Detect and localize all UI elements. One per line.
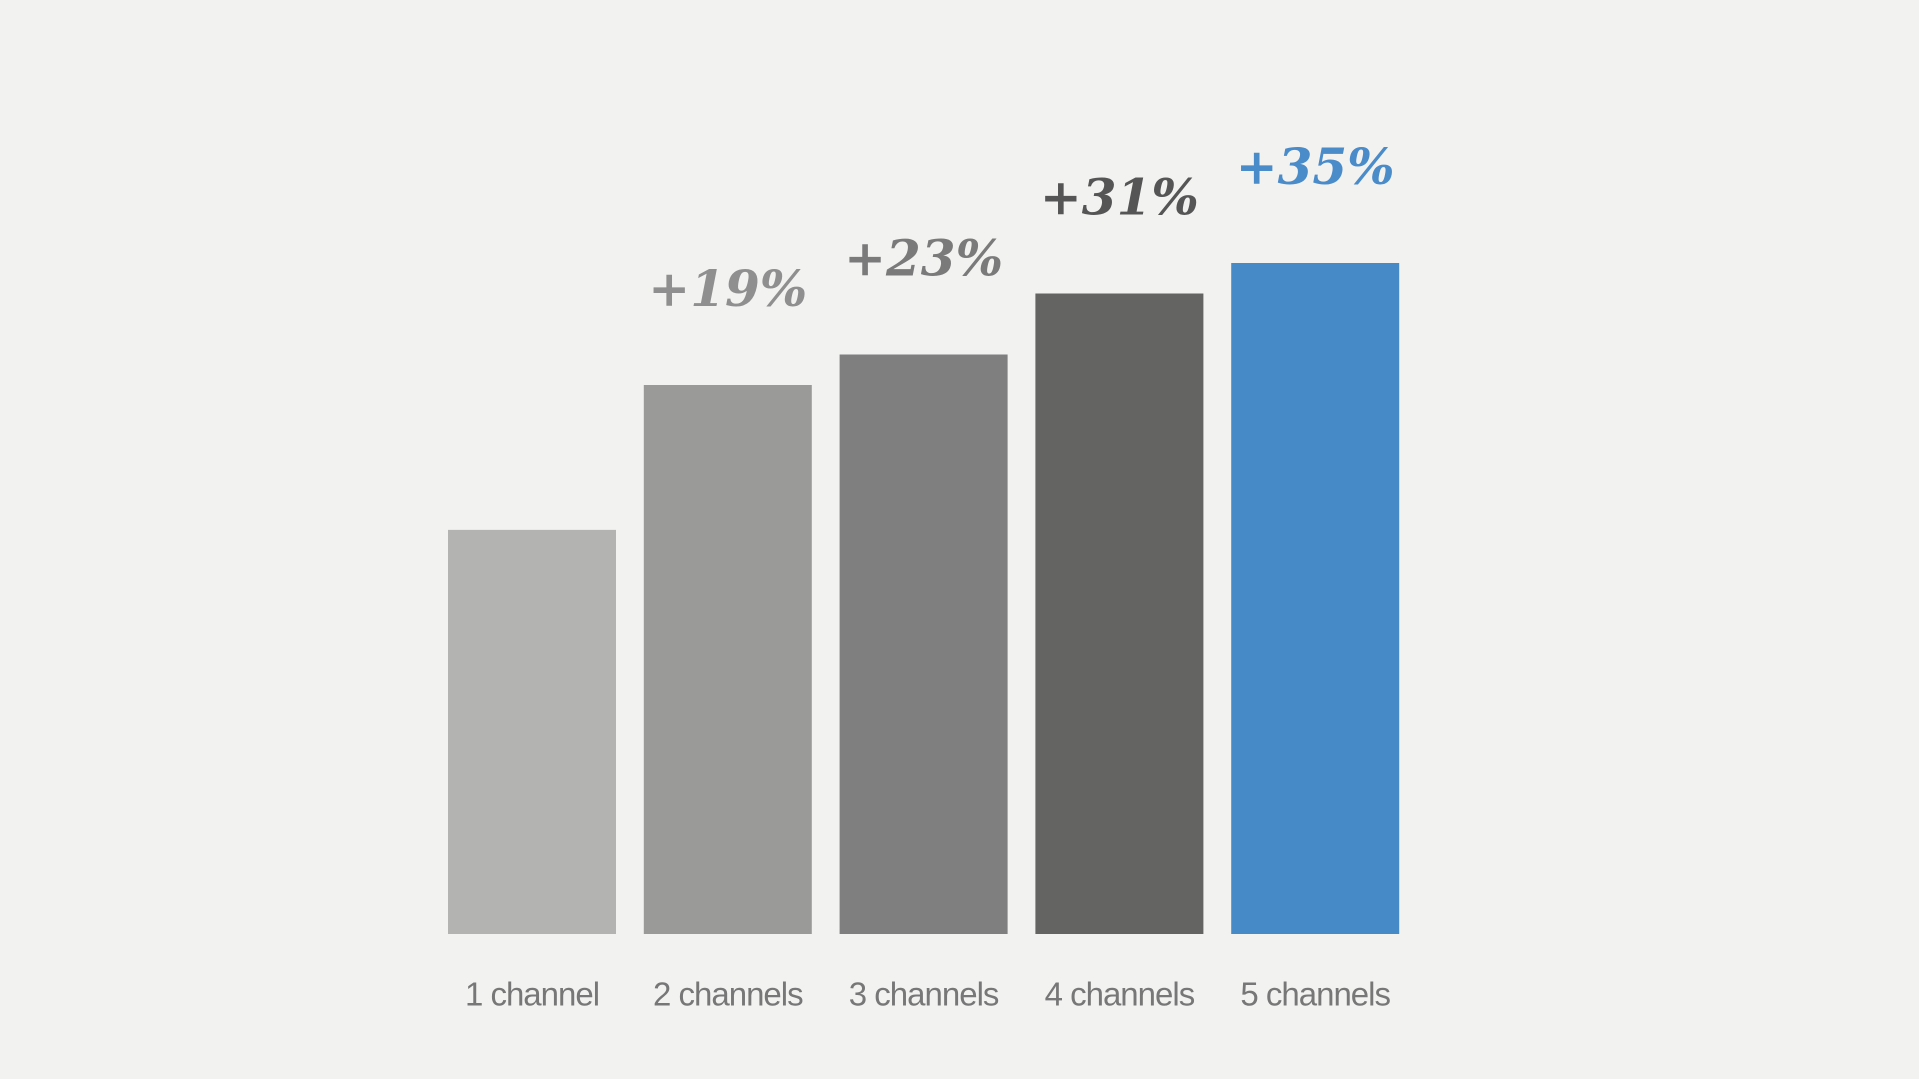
bar	[1231, 263, 1400, 934]
value-label: +31%	[1040, 168, 1199, 227]
bar	[448, 529, 616, 934]
bar	[643, 385, 812, 934]
category-label: 5 channels	[1240, 976, 1390, 1013]
value-label: +23%	[844, 229, 1003, 288]
category-label: 1 channel	[465, 976, 599, 1013]
value-label: +19%	[648, 259, 807, 318]
bar	[839, 354, 1008, 934]
category-label: 2 channels	[653, 976, 803, 1013]
category-label: 4 channels	[1045, 976, 1195, 1013]
bar	[1035, 293, 1204, 934]
value-label: +35%	[1236, 137, 1395, 196]
category-label: 3 channels	[849, 976, 999, 1013]
